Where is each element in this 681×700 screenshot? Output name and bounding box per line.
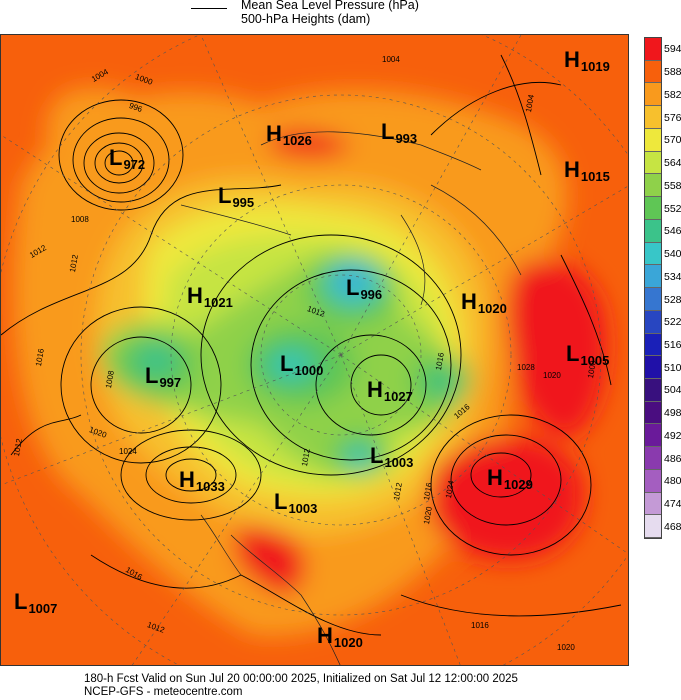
- heights-legend-label: 500-hPa Heights (dam): [241, 12, 371, 26]
- colorbar-level-label: 576: [664, 111, 681, 124]
- isobar-value-label: 1020: [543, 371, 561, 380]
- colorbar-level-label: 552: [664, 202, 681, 215]
- isobar-value-label: 1016: [471, 621, 489, 630]
- pressure-system-label: H1029: [487, 465, 533, 492]
- pressure-system-label: L997: [145, 363, 182, 390]
- colorbar-cell: [645, 197, 661, 220]
- mslp-legend-label: Mean Sea Level Pressure (hPa): [241, 0, 419, 12]
- colorbar-level-label: 546: [664, 225, 681, 238]
- colorbar-cell: [645, 515, 661, 539]
- colorbar-level-label: 474: [664, 498, 681, 511]
- colorbar-level-label: 504: [664, 384, 681, 397]
- pressure-system-label: L995: [218, 183, 255, 210]
- pressure-system-label: L1003: [370, 443, 414, 470]
- colorbar-cell: [645, 469, 661, 493]
- colorbar-level-label: 498: [664, 407, 681, 420]
- isobar-value-label: 1024: [119, 447, 137, 456]
- isobar-value-label: 1004: [382, 55, 400, 64]
- pressure-system-label: H1033: [179, 467, 225, 494]
- colorbar-level-label: 528: [664, 293, 681, 306]
- colorbar-cell: [645, 128, 661, 152]
- colorbar-level-label: 516: [664, 338, 681, 351]
- colorbar-level-label: 510: [664, 361, 681, 374]
- colorbar-cell: [645, 288, 661, 311]
- isobar-value-label: 1020: [557, 643, 575, 652]
- colorbar-level-label: 486: [664, 452, 681, 465]
- colorbar-level-label: 588: [664, 66, 681, 79]
- latlong-grid: [1, 35, 628, 665]
- pressure-system-label: H1026: [266, 121, 312, 148]
- colorbar-cell: [645, 242, 661, 266]
- pressure-system-label: H1027: [367, 377, 413, 404]
- colorbar-level-label: 594: [664, 43, 681, 56]
- pressure-system-label: L1003: [274, 489, 318, 516]
- coastlines: [180, 131, 522, 665]
- colorbar-cell: [645, 106, 661, 129]
- pressure-system-label: L1005: [566, 341, 610, 368]
- colorbar-cell: [645, 401, 661, 425]
- pressure-system-label: H1021: [187, 283, 233, 310]
- pressure-system-label: L996: [346, 275, 383, 302]
- colorbar-cell: [645, 151, 661, 175]
- colorbar-level-label: 534: [664, 270, 681, 283]
- weather-map-canvas: [1, 35, 628, 665]
- colorbar-level-label: 468: [664, 520, 681, 533]
- colorbar-cell: [645, 83, 661, 107]
- pressure-system-label: H1015: [564, 157, 610, 184]
- colorbar-cell: [645, 265, 661, 289]
- pressure-system-label: L1007: [14, 589, 58, 616]
- colorbar-cell: [645, 379, 661, 402]
- isobar-value-label: 1008: [71, 215, 89, 224]
- colorbar-level-label: 558: [664, 179, 681, 192]
- colorbar-cell: [645, 38, 661, 61]
- colorbar-cell: [645, 310, 661, 334]
- colorbar-cell: [645, 424, 661, 448]
- colorbar-cell: [645, 356, 661, 380]
- isobar-line-sample: [191, 8, 227, 9]
- pressure-system-label: H1020: [317, 623, 363, 650]
- pressure-system-label: H1020: [461, 289, 507, 316]
- colorbar-level-label: 522: [664, 316, 681, 329]
- colorbar: [644, 37, 662, 540]
- source-credit-text: NCEP-GFS - meteocentre.com: [84, 685, 243, 698]
- pressure-system-label: H1019: [564, 47, 610, 74]
- colorbar-level-label: 540: [664, 248, 681, 261]
- colorbar-level-label: 582: [664, 88, 681, 101]
- weather-map: H1019 H1026 L993 L972 H1015 L995 L996 H1…: [0, 34, 629, 666]
- height-field-fill: [13, 87, 608, 637]
- colorbar-cell: [645, 60, 661, 84]
- colorbar-level-label: 480: [664, 475, 681, 488]
- isobar-value-label: 1028: [517, 363, 535, 372]
- colorbar-level-label: 564: [664, 157, 681, 170]
- forecast-valid-text: 180-h Fcst Valid on Sun Jul 20 00:00:00 …: [84, 673, 518, 685]
- colorbar-cell: [645, 174, 661, 198]
- pressure-system-label: L972: [109, 145, 146, 172]
- colorbar-cell: [645, 447, 661, 470]
- colorbar-level-label: 570: [664, 134, 681, 147]
- colorbar-cell: [645, 333, 661, 357]
- colorbar-level-label: 492: [664, 429, 681, 442]
- pressure-system-label: L1000: [280, 351, 324, 378]
- colorbar-cell: [645, 219, 661, 243]
- map-footer: 180-h Fcst Valid on Sun Jul 20 00:00:00 …: [84, 673, 518, 698]
- pressure-system-label: L993: [381, 119, 418, 146]
- legend-text: Mean Sea Level Pressure (hPa) 500-hPa He…: [241, 0, 419, 26]
- colorbar-cell: [645, 492, 661, 516]
